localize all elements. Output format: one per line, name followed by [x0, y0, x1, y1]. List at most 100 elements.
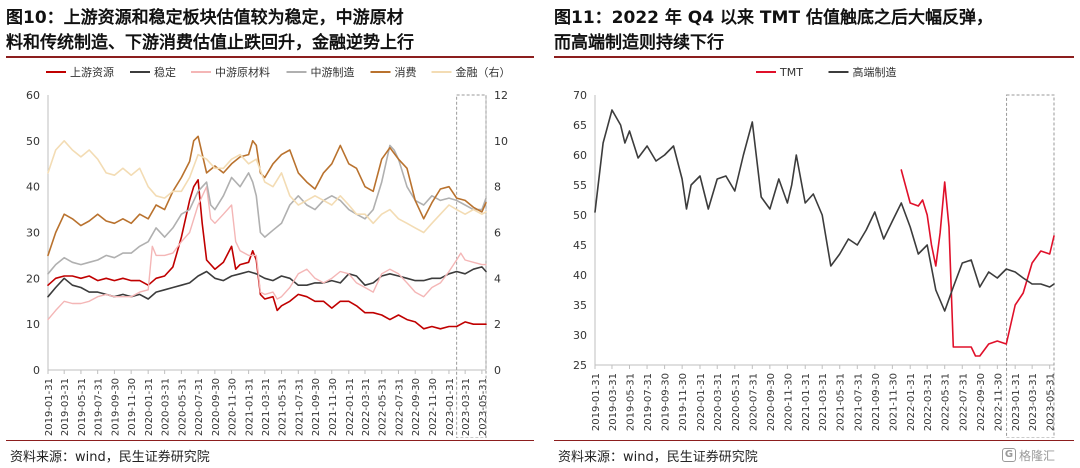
x-tick-label: 2019-03-31 [608, 373, 619, 431]
y-tick-label-right: 0 [494, 364, 501, 377]
title-line-1: 图11：2022 年 Q4 以来 TMT 估值触底之后大幅反弹， [554, 8, 993, 28]
figure-11-panel: 图11：2022 年 Q4 以来 TMT 估值触底之后大幅反弹， 而高端制造则持… [548, 0, 1080, 468]
legend-label: 中游原材料 [215, 65, 270, 79]
x-tick-label: 2021-05-31 [836, 373, 847, 431]
x-tick-label: 2020-01-31 [696, 373, 707, 431]
tmt-line-chart: 25 30 35 40 45 50 55 60 65 70 2019-01-31 2019-03-31… [573, 65, 1057, 438]
watermark-text: 格隆汇 [1019, 448, 1056, 463]
title-line-1: 图10：上游资源和稳定板块估值较为稳定，中游原材 [6, 8, 404, 28]
x-tick-label: 2019-05-31 [77, 378, 88, 436]
y-tick-label-left: 55 [573, 179, 587, 192]
y-tick-label-right: 6 [494, 227, 501, 240]
valuation-line-chart: 0 10 20 30 40 50 60 0 2 4 6 8 10 12 2019-01-31 2019-03-… [26, 65, 511, 438]
x-tick-label: 2020-09-30 [211, 378, 222, 436]
legend: 上游资源 稳定 中游原材料 中游制造 消费 金融（右） [46, 65, 511, 79]
series-line [900, 169, 1055, 357]
y-tick-label-left: 50 [573, 209, 587, 222]
x-tick-label: 2023-01-31 [445, 378, 456, 436]
x-tick-label: 2023-05-31 [478, 378, 489, 436]
series-line [47, 266, 487, 300]
y-tick-label-right: 4 [494, 272, 501, 285]
series-line [47, 185, 487, 321]
legend-label: 高端制造 [853, 65, 897, 79]
x-tick-label: 2023-03-31 [1028, 373, 1039, 431]
x-tick-label: 2019-11-30 [678, 373, 689, 431]
x-tick-label: 2022-03-31 [361, 378, 372, 436]
x-tick-label: 2023-03-31 [461, 378, 472, 436]
series-line [47, 140, 487, 234]
x-tick-label: 2019-03-31 [60, 378, 71, 436]
x-tick-label: 2019-01-31 [591, 373, 602, 431]
x-tick-label: 2019-07-31 [643, 373, 654, 431]
y-tick-label-left: 0 [33, 364, 40, 377]
figure-title: 图10：上游资源和稳定板块估值较为稳定，中游原材 料和传统制造、下游消费估值止跌… [6, 6, 414, 56]
y-tick-label-left: 25 [573, 359, 587, 372]
x-tick-label: 2022-09-30 [411, 378, 422, 436]
y-tick-label-right: 12 [494, 89, 508, 102]
x-tick-label: 2022-11-30 [428, 378, 439, 436]
x-tick-label: 2020-05-31 [177, 378, 188, 436]
legend-label: 中游制造 [311, 65, 355, 79]
series-line [594, 109, 1055, 312]
x-tick-label: 2021-07-31 [853, 373, 864, 431]
title-divider [554, 56, 1074, 58]
x-tick-label: 2022-01-31 [906, 373, 917, 431]
x-tick-label: 2021-03-31 [818, 373, 829, 431]
x-tick-label: 2021-11-30 [328, 378, 339, 436]
figure-10-panel: 图10：上游资源和稳定板块估值较为稳定，中游原材 料和传统制造、下游消费估值止跌… [6, 6, 534, 465]
x-tick-label: 2021-01-31 [801, 373, 812, 431]
source-divider [6, 440, 534, 441]
title-line-2: 料和传统制造、下游消费估值止跌回升，金融逆势上行 [6, 33, 414, 53]
legend-label: 稳定 [154, 65, 176, 79]
y-tick-label-left: 10 [26, 318, 40, 331]
x-tick-label: 2021-09-30 [871, 373, 882, 431]
x-tick-label: 2022-07-31 [958, 373, 969, 431]
legend-label: TMT [779, 66, 803, 79]
x-tick-label: 2020-07-31 [194, 378, 205, 436]
title-divider [6, 56, 534, 58]
source-note: 资料来源：wind，民生证券研究院 [558, 450, 758, 465]
x-tick-label: 2019-09-30 [661, 373, 672, 431]
watermark-logo: G 格隆汇 [1002, 446, 1074, 464]
legend-label: 金融（右） [456, 65, 511, 79]
y-tick-label-left: 30 [573, 329, 587, 342]
x-tick-label: 2019-11-30 [127, 378, 138, 436]
x-tick-label: 2022-09-30 [976, 373, 987, 431]
x-tick-label: 2021-09-30 [311, 378, 322, 436]
y-tick-label-right: 8 [494, 181, 501, 194]
source-note: 资料来源：wind，民生证券研究院 [10, 450, 210, 465]
x-tick-label: 2022-11-30 [993, 373, 1004, 431]
x-tick-label: 2020-03-31 [713, 373, 724, 431]
x-tick-label: 2019-05-31 [626, 373, 637, 431]
highlight-box [456, 94, 487, 438]
y-tick-label-left: 60 [573, 149, 587, 162]
x-tick-label: 2020-11-30 [783, 373, 794, 431]
x-tick-label: 2020-05-31 [731, 373, 742, 431]
x-tick-label: 2020-07-31 [748, 373, 759, 431]
y-tick-label-right: 2 [494, 318, 501, 331]
x-tick-label: 2022-05-31 [378, 378, 389, 436]
x-tick-label: 2021-05-31 [278, 378, 289, 436]
series-line [47, 179, 487, 330]
y-tick-label-left: 45 [573, 239, 587, 252]
y-tick-label-left: 40 [573, 269, 587, 282]
x-tick-label: 2020-11-30 [228, 378, 239, 436]
x-tick-label: 2022-07-31 [394, 378, 405, 436]
legend-label: 上游资源 [70, 65, 114, 79]
x-tick-label: 2019-09-30 [110, 378, 121, 436]
x-tick-label: 2020-09-30 [766, 373, 777, 431]
x-tick-label: 2021-07-31 [294, 378, 305, 436]
x-tick-label: 2021-11-30 [888, 373, 899, 431]
x-tick-label: 2021-03-31 [261, 378, 272, 436]
y-tick-label-right: 10 [494, 135, 508, 148]
y-tick-label-left: 50 [26, 135, 40, 148]
y-tick-label-left: 60 [26, 89, 40, 102]
series-line [47, 135, 487, 257]
y-tick-label-left: 30 [26, 227, 40, 240]
watermark-icon: G [1002, 448, 1016, 462]
figure-title: 图11：2022 年 Q4 以来 TMT 估值触底之后大幅反弹， 而高端制造则持… [554, 6, 993, 56]
x-tick-label: 2020-03-31 [161, 378, 172, 436]
x-tick-label: 2023-05-31 [1046, 373, 1057, 431]
x-tick-label: 2020-01-31 [144, 378, 155, 436]
x-tick-label: 2019-01-31 [44, 378, 55, 436]
